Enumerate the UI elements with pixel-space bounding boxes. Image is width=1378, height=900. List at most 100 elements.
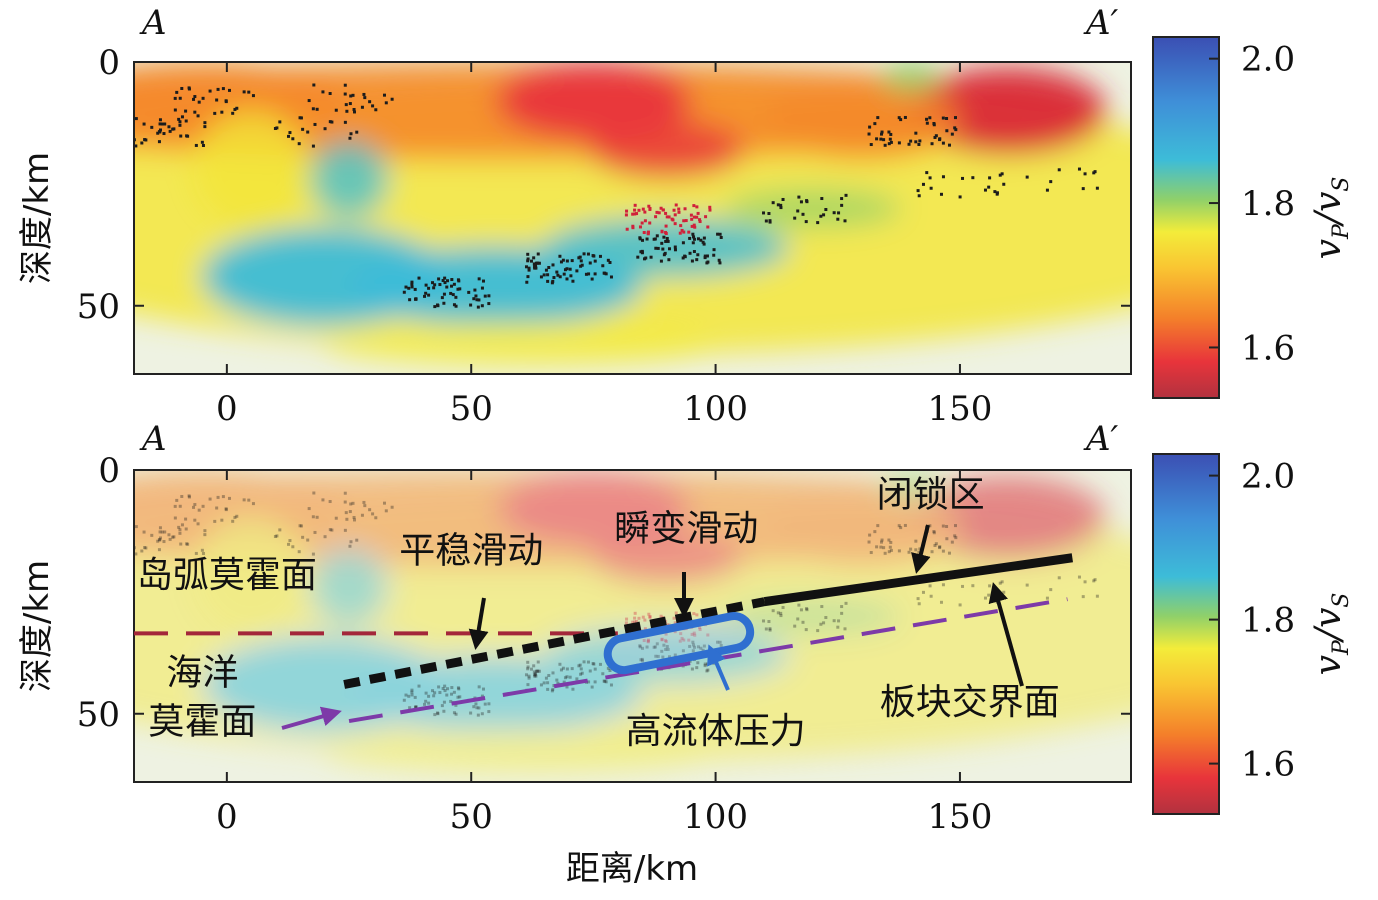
earthquake-dot xyxy=(837,211,841,215)
earthquake-dot xyxy=(793,216,797,220)
earthquake-dot xyxy=(692,250,696,254)
earthquake-dot xyxy=(633,616,637,620)
colorbar-tick-label: 1.6 xyxy=(1241,328,1295,368)
earthquake-dot xyxy=(889,132,893,136)
earthquake-dot xyxy=(971,176,975,180)
earthquake-dot xyxy=(143,138,147,142)
earthquake-dot xyxy=(601,672,605,676)
earthquake-dot xyxy=(473,288,477,292)
earthquake-dot xyxy=(867,132,871,136)
field-anomaly xyxy=(324,728,716,778)
earthquake-dot xyxy=(458,287,462,291)
earthquake-dot xyxy=(909,139,913,143)
earthquake-dot xyxy=(840,197,844,201)
earthquake-dot xyxy=(476,713,480,717)
earthquake-dot xyxy=(606,666,610,670)
earthquake-dot xyxy=(682,230,686,234)
earthquake-dot xyxy=(178,531,182,535)
earthquake-dot xyxy=(1000,172,1004,176)
earthquake-dot xyxy=(582,252,586,256)
earthquake-dot xyxy=(718,261,722,265)
earthquake-dot xyxy=(408,298,412,302)
earthquake-dot xyxy=(427,286,431,290)
earthquake-dot xyxy=(587,272,591,276)
earthquake-dot xyxy=(656,246,660,250)
earthquake-dot xyxy=(921,590,925,594)
earthquake-dot xyxy=(374,108,378,112)
earthquake-dot xyxy=(201,143,205,147)
earthquake-dot xyxy=(413,287,417,291)
earthquake-dot xyxy=(194,143,198,147)
earthquake-dot xyxy=(579,259,583,263)
earthquake-dot xyxy=(804,628,808,632)
earthquake-dot xyxy=(897,549,901,553)
earthquake-dot xyxy=(562,272,566,276)
earthquake-dot xyxy=(533,266,537,270)
earthquake-dot xyxy=(690,667,694,671)
earthquake-dot xyxy=(178,96,182,100)
earthquake-dot xyxy=(524,265,528,269)
earthquake-dot xyxy=(297,550,301,554)
earthquake-dot xyxy=(673,630,677,634)
earthquake-dot xyxy=(130,537,133,540)
earthquake-dot xyxy=(436,712,440,716)
earthquake-dot xyxy=(635,620,639,624)
earthquake-dot xyxy=(436,303,440,307)
earthquake-dot xyxy=(947,143,951,147)
field-anomaly xyxy=(324,320,716,370)
earthquake-dot xyxy=(179,134,183,138)
earthquake-dot xyxy=(565,675,569,679)
x-tick-label: 50 xyxy=(450,389,493,429)
x-tick-label: 100 xyxy=(683,797,748,837)
earthquake-dot xyxy=(343,500,347,504)
earthquake-dot xyxy=(988,176,992,180)
earthquake-dot xyxy=(934,134,938,138)
earthquake-dot xyxy=(443,281,447,285)
earthquake-dot xyxy=(983,596,987,600)
earthquake-dot xyxy=(641,207,645,211)
earthquake-dot xyxy=(672,616,676,620)
earthquake-dot xyxy=(247,90,251,94)
earthquake-dot xyxy=(641,615,645,619)
earthquake-dot xyxy=(577,664,581,668)
earthquake-dot xyxy=(442,700,446,704)
earthquake-dot xyxy=(452,711,456,715)
earthquake-dot xyxy=(231,111,235,115)
earthquake-dot xyxy=(469,303,473,307)
earthquake-dot xyxy=(185,542,189,546)
earthquake-dot xyxy=(193,503,197,507)
earthquake-dot xyxy=(450,692,454,696)
earthquake-dot xyxy=(590,685,594,689)
earthquake-dot xyxy=(480,712,484,716)
earthquake-dot xyxy=(537,261,541,265)
annotation-label: 平稳滑动 xyxy=(399,531,543,572)
earthquake-dot xyxy=(423,702,427,706)
earthquake-dot xyxy=(687,638,691,642)
earthquake-dot xyxy=(705,254,709,258)
earthquake-dot xyxy=(457,687,461,691)
colorbar-tick-label: 1.6 xyxy=(1241,745,1295,785)
earthquake-dot xyxy=(779,206,783,210)
earthquake-dot xyxy=(561,666,565,670)
earthquake-dot xyxy=(224,100,228,104)
earthquake-dot xyxy=(889,548,893,552)
earthquake-dot xyxy=(526,257,530,261)
earthquake-dot xyxy=(579,264,583,268)
field-anomaly xyxy=(544,218,789,277)
earthquake-dot xyxy=(158,530,162,534)
earthquake-dot xyxy=(805,199,809,203)
earthquake-dot xyxy=(799,200,803,204)
earthquake-dot xyxy=(410,690,414,694)
earthquake-dot xyxy=(301,535,305,539)
earthquake-dot xyxy=(1083,580,1087,584)
earthquake-dot xyxy=(695,613,699,617)
earthquake-dot xyxy=(1081,595,1085,599)
earthquake-dot xyxy=(879,545,883,549)
earthquake-dot xyxy=(569,274,573,278)
earthquake-dot xyxy=(654,654,658,658)
earthquake-dot xyxy=(404,285,408,289)
earthquake-dot xyxy=(454,304,458,308)
earthquake-dot xyxy=(163,122,167,126)
earthquake-dot xyxy=(693,225,697,229)
